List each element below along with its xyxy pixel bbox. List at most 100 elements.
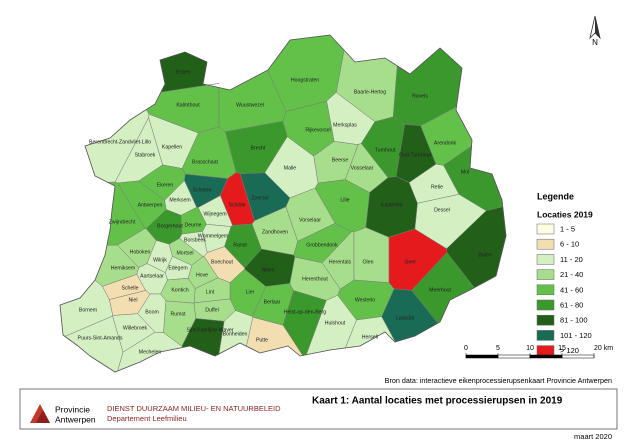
legend-label: 6 - 10 [560, 240, 579, 249]
legend-swatch [536, 223, 555, 235]
municipality-label: Berendrecht-Zandvliet-Lillo [89, 139, 151, 145]
municipality-label: Merksem [169, 197, 190, 203]
scale-label: 10 [526, 345, 534, 352]
municipality-label: Balen [478, 252, 491, 258]
municipality-label: Beerse [332, 157, 349, 163]
municipality-label: Heist-op-den-Berg [284, 309, 326, 315]
municipality-label: Wilrijk [153, 257, 167, 263]
municipality-label: Stabroek [135, 152, 156, 158]
legend-swatch [536, 238, 555, 250]
legend-swatch [536, 299, 555, 311]
municipality-label: Herenthout [302, 276, 328, 282]
municipality-label: Turnhout [375, 147, 396, 153]
municipality-label: Oud-Turnhout [399, 152, 432, 158]
municipality-label: Westerlo [355, 297, 375, 303]
scale-label: 0 [464, 345, 468, 352]
division: Departement Leefmilieu [107, 414, 187, 423]
municipality-label: Bonheiden [223, 331, 248, 337]
municipality-label: Niel [129, 297, 138, 303]
municipality-label: Dessel [434, 207, 450, 213]
municipality-label: Borgerhout [157, 223, 183, 229]
municipality-label: Hove [196, 272, 208, 278]
municipality-label: Ravels [412, 93, 428, 99]
legend-label: 81 - 100 [560, 316, 588, 325]
municipality-label: Nijlen [262, 267, 275, 273]
logo [30, 404, 50, 423]
municipality-label: Wuustwezel [236, 102, 264, 108]
municipality-label: Malle [284, 165, 297, 171]
source: Bron data: interactieve eikenprocessieru… [385, 376, 612, 385]
municipality-label: Lint [206, 289, 215, 295]
municipality-label: Mol [461, 169, 469, 175]
municipality-label: Herentals [329, 259, 352, 265]
legend-label: 1 - 5 [560, 224, 575, 233]
scale-label: 20 km [594, 345, 613, 352]
municipality-label: Willebroek [123, 325, 148, 331]
legend: 1 - 5 6 - 10 11 - 20 21 - 40 41 - 60 61 - 80 8… [536, 223, 592, 356]
footer-box [19, 388, 618, 430]
legend-label: 21 - 40 [560, 270, 583, 279]
legend-title: Legende [537, 191, 574, 201]
municipality-label: Boechout [211, 259, 233, 265]
municipality-label: Vosselaar [351, 165, 374, 171]
municipality-label: Laakdal [396, 315, 414, 321]
municipality-label: Lille [340, 197, 349, 203]
date: maart 2020 [574, 432, 612, 441]
department: DIENST DUURZAAM MILIEU- EN NATUURBELEID [107, 404, 281, 413]
municipality-label: Mortsel [176, 250, 193, 256]
municipality-label: Arendonk [434, 140, 457, 146]
municipality-label: Ekeren [157, 182, 174, 188]
logo-text: Provincie [55, 404, 90, 414]
legend-label: 101 - 120 [560, 331, 592, 340]
municipality-label: Lier [246, 289, 255, 295]
municipality-label: Rijkevorsel [305, 127, 330, 133]
scale-label: 15 [558, 345, 566, 352]
municipality-label: Retie [431, 184, 443, 190]
map-title: Kaart 1: Aantal locaties met processieru… [312, 396, 563, 407]
municipality-label: Kasterlee [381, 202, 403, 208]
municipality-label: Kalmthout [176, 102, 200, 108]
legend-subtitle: Locaties 2019 [537, 209, 593, 219]
municipality-label: Schoten [192, 187, 211, 193]
municipality-label: Olen [363, 259, 374, 265]
legend-swatch [536, 345, 555, 356]
scale-segment [465, 354, 499, 359]
municipality-label: Meerhout [429, 287, 451, 293]
regions [59, 34, 507, 373]
municipality-label: Vorselaar [299, 217, 321, 223]
scale-segment [561, 354, 595, 359]
municipality-label: Antwerpen [138, 202, 163, 208]
region-labels: Essen Kalmthout Wuustwezel Hoogstraten Baarl… [78, 69, 492, 355]
north-label: N [592, 38, 598, 47]
municipality-label: Putte [256, 337, 268, 343]
municipality-label: Kapellen [162, 144, 182, 150]
municipality-label: Boom [145, 309, 159, 315]
legend-label: 11 - 20 [560, 255, 583, 264]
municipality-label: Hemiksem [111, 265, 136, 271]
legend-swatch [536, 254, 555, 265]
municipality-label: Grobbendonk [306, 242, 338, 248]
scale-segment [529, 354, 563, 359]
municipality-label: Rumst [171, 311, 187, 317]
legend-swatch [536, 314, 555, 326]
municipality-label: Sint-Katelijne-Waver [186, 327, 233, 333]
municipality-label: Brecht [251, 145, 267, 151]
municipality-label: Wommelgem [198, 233, 228, 239]
legend-label: 61 - 80 [560, 300, 583, 309]
municipality-label: Duffel [205, 307, 218, 313]
scale-label: 5 [496, 345, 500, 352]
municipality-label: Brasschaat [192, 159, 219, 165]
municipality-label: Puurs-Sint-Amands [78, 335, 123, 341]
municipality-label: Geel [405, 259, 416, 265]
municipality-label: Herselt [362, 334, 379, 340]
municipality-label: Mechelen [139, 349, 162, 355]
municipality-label: Hulshout [325, 320, 346, 326]
municipality-label: Merksplas [333, 122, 357, 128]
municipality-label: Zoersel [251, 195, 268, 201]
legend-label: 41 - 60 [560, 285, 583, 294]
municipality-label: Zandhoven [262, 229, 288, 235]
north-arrow: N [589, 15, 601, 47]
municipality-label: Hoboken [130, 249, 151, 255]
logo-text: Antwerpen [55, 414, 96, 424]
